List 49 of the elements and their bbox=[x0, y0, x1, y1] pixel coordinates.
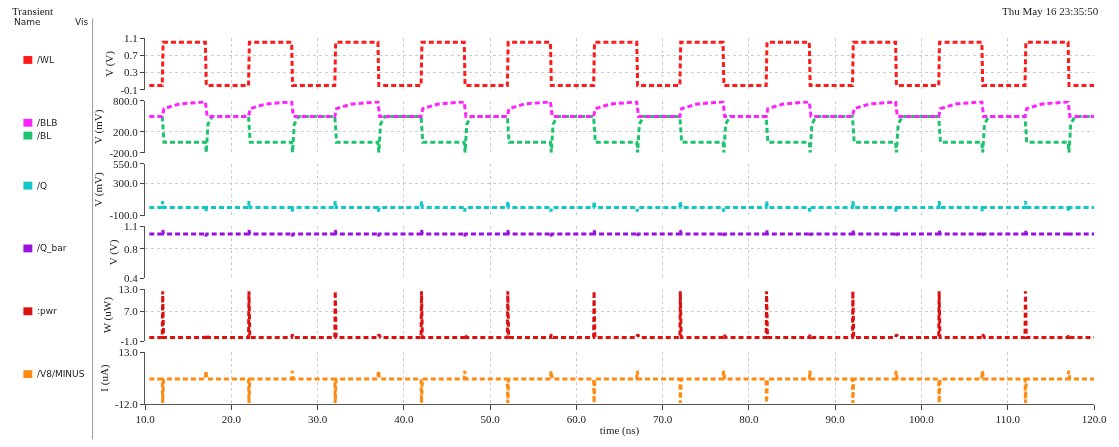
x-axis-title: time (ns) bbox=[599, 424, 640, 438]
y-axis-title: W (uW) bbox=[101, 296, 115, 334]
text: Name bbox=[14, 17, 42, 27]
x-tick-label: 110.0 bbox=[995, 413, 1021, 426]
y-tick-label: -100.0 bbox=[109, 209, 139, 222]
y-tick-label: -1.0 bbox=[120, 335, 139, 348]
x-tick-label: 90.0 bbox=[825, 413, 846, 426]
legend-label: /Q bbox=[37, 181, 48, 191]
y-tick-label: 0.3 bbox=[124, 66, 139, 79]
text: Vis bbox=[75, 17, 89, 27]
y-tick-label: -0.1 bbox=[120, 83, 138, 96]
x-tick-label: 30.0 bbox=[307, 413, 328, 426]
x-tick-label: 70.0 bbox=[653, 413, 673, 426]
x-tick-label: 10.0 bbox=[135, 413, 156, 426]
y-axis-title: I (uA) bbox=[97, 364, 111, 392]
text: Thu May 16 23:35:50 bbox=[1002, 5, 1099, 17]
legend-label: /BLB bbox=[37, 118, 58, 128]
legend-label: /Q_bar bbox=[37, 243, 67, 253]
x-tick-label: 100.0 bbox=[909, 413, 935, 426]
y-tick-label: 13.0 bbox=[118, 283, 139, 296]
y-axis-title: V (mV) bbox=[92, 172, 106, 207]
y-tick-label: 0.4 bbox=[124, 272, 139, 285]
legend-label: /BL bbox=[37, 131, 52, 141]
y-tick-label: 800.0 bbox=[113, 94, 139, 107]
line-series bbox=[147, 100, 1094, 118]
x-tick-label: 50.0 bbox=[480, 413, 501, 426]
legend-label: :pwr bbox=[37, 306, 58, 316]
x-tick-label: 60.0 bbox=[566, 413, 587, 426]
legend-label: /V8/MINUS bbox=[37, 369, 85, 379]
y-tick-label: 0.7 bbox=[124, 49, 139, 62]
y-tick-label: 1.1 bbox=[124, 31, 138, 44]
x-tick-label: 40.0 bbox=[394, 413, 414, 426]
x-tick-label: 120.0 bbox=[1081, 413, 1107, 426]
y-tick-label: 13.0 bbox=[118, 346, 139, 358]
y-tick-label: -12.0 bbox=[114, 397, 139, 410]
x-tick-label: 20.0 bbox=[221, 413, 242, 426]
y-tick-label: -200.0 bbox=[109, 146, 139, 159]
y-tick-label: 7.0 bbox=[124, 305, 139, 318]
y-axis-title: V (V) bbox=[103, 50, 117, 77]
legend-label: /WL bbox=[37, 55, 54, 65]
y-axis-title: V (V) bbox=[106, 239, 120, 266]
text: Transient bbox=[12, 5, 54, 17]
y-axis-title: V (mV) bbox=[92, 109, 106, 144]
y-tick-label: 200.0 bbox=[113, 125, 139, 138]
y-tick-label: 0.8 bbox=[124, 242, 139, 255]
y-tick-label: 1.1 bbox=[124, 220, 138, 233]
x-tick-label: 80.0 bbox=[739, 413, 760, 426]
y-tick-label: 550.0 bbox=[113, 157, 139, 170]
y-tick-label: 300.0 bbox=[113, 177, 139, 190]
